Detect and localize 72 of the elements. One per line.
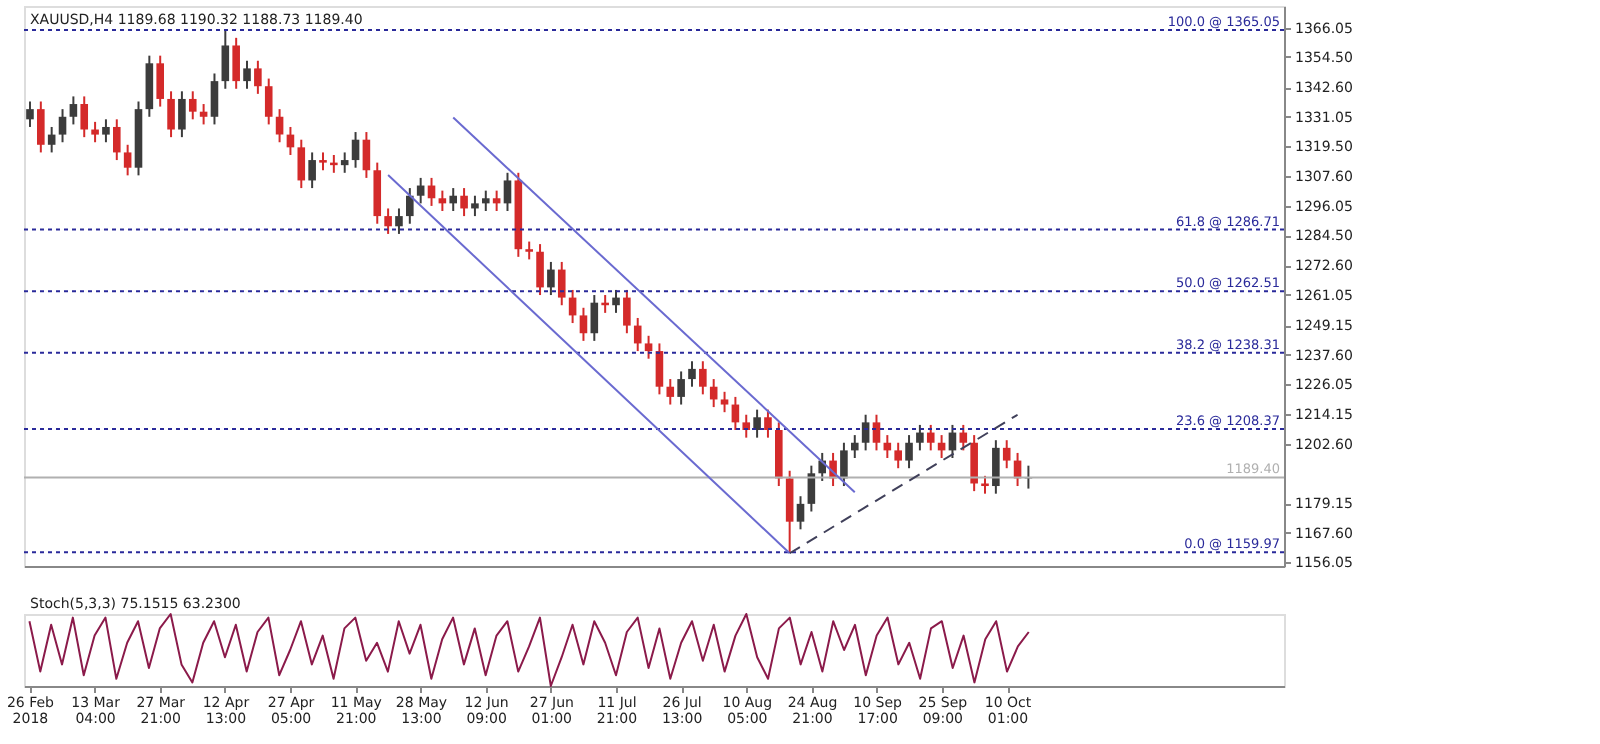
candlestick [547,260,555,297]
candlestick [47,125,56,154]
candlestick [438,189,447,212]
candlestick [753,408,761,439]
candlestick [91,120,99,144]
candlestick [590,294,599,342]
candlestick [340,151,349,174]
candlestick [720,390,729,414]
candlestick [384,207,392,235]
candlestick [992,439,1000,495]
candlestick [677,370,685,406]
candlestick [764,408,772,439]
candlestick [26,100,34,128]
candlestick [297,138,306,190]
candlestick [123,143,132,177]
candlestick [536,243,544,297]
candlestick [959,423,968,452]
candlestick [188,90,197,121]
candlestick [373,161,382,225]
candlestick [178,90,186,139]
candlestick [872,413,881,452]
candlestick [644,334,653,360]
candlestick [460,187,468,218]
candlestick [840,441,848,488]
candlestick [80,95,89,139]
candlestick [666,378,675,406]
candlestick [145,54,154,118]
candlestick [449,187,458,212]
candlestick [254,59,262,95]
candlestick [699,360,707,396]
candlestick [308,151,316,190]
candlestick [905,434,913,470]
candlestick [167,90,175,139]
candlestick [796,495,805,531]
candlestick [926,423,935,452]
candlestick [264,77,273,126]
candlestick [894,441,902,470]
candlestick [351,131,360,169]
candlestick [861,413,870,452]
candlestick [481,189,490,212]
candlestick [199,103,208,126]
candlestick [58,108,67,144]
candlestick [970,434,978,493]
candlestick [633,316,642,353]
candlestick [557,260,566,307]
candlestick [102,118,110,144]
candlestick [612,288,620,314]
candlestick [492,189,501,212]
candlestick [471,194,479,218]
candlestick [655,342,664,396]
candlestick [37,100,45,154]
candlestick [395,207,403,235]
candlestick [112,118,121,162]
candlestick [232,36,240,90]
candlestick [916,423,924,452]
candlestick [688,360,696,388]
candlestick [579,306,588,342]
candlestick [221,29,230,90]
candlestick [362,131,371,179]
candlestick [156,54,164,108]
candlestick [1002,439,1011,470]
candlestick [406,187,414,225]
candlestick [275,108,284,144]
candlestick [210,72,219,126]
candlestick [416,176,425,205]
candlestick [69,95,78,126]
candlestick [243,59,251,90]
candlestick [623,288,631,335]
candlestick [503,171,512,212]
candlestick [742,413,751,439]
candlestick [850,434,859,460]
candlestick [785,469,794,554]
